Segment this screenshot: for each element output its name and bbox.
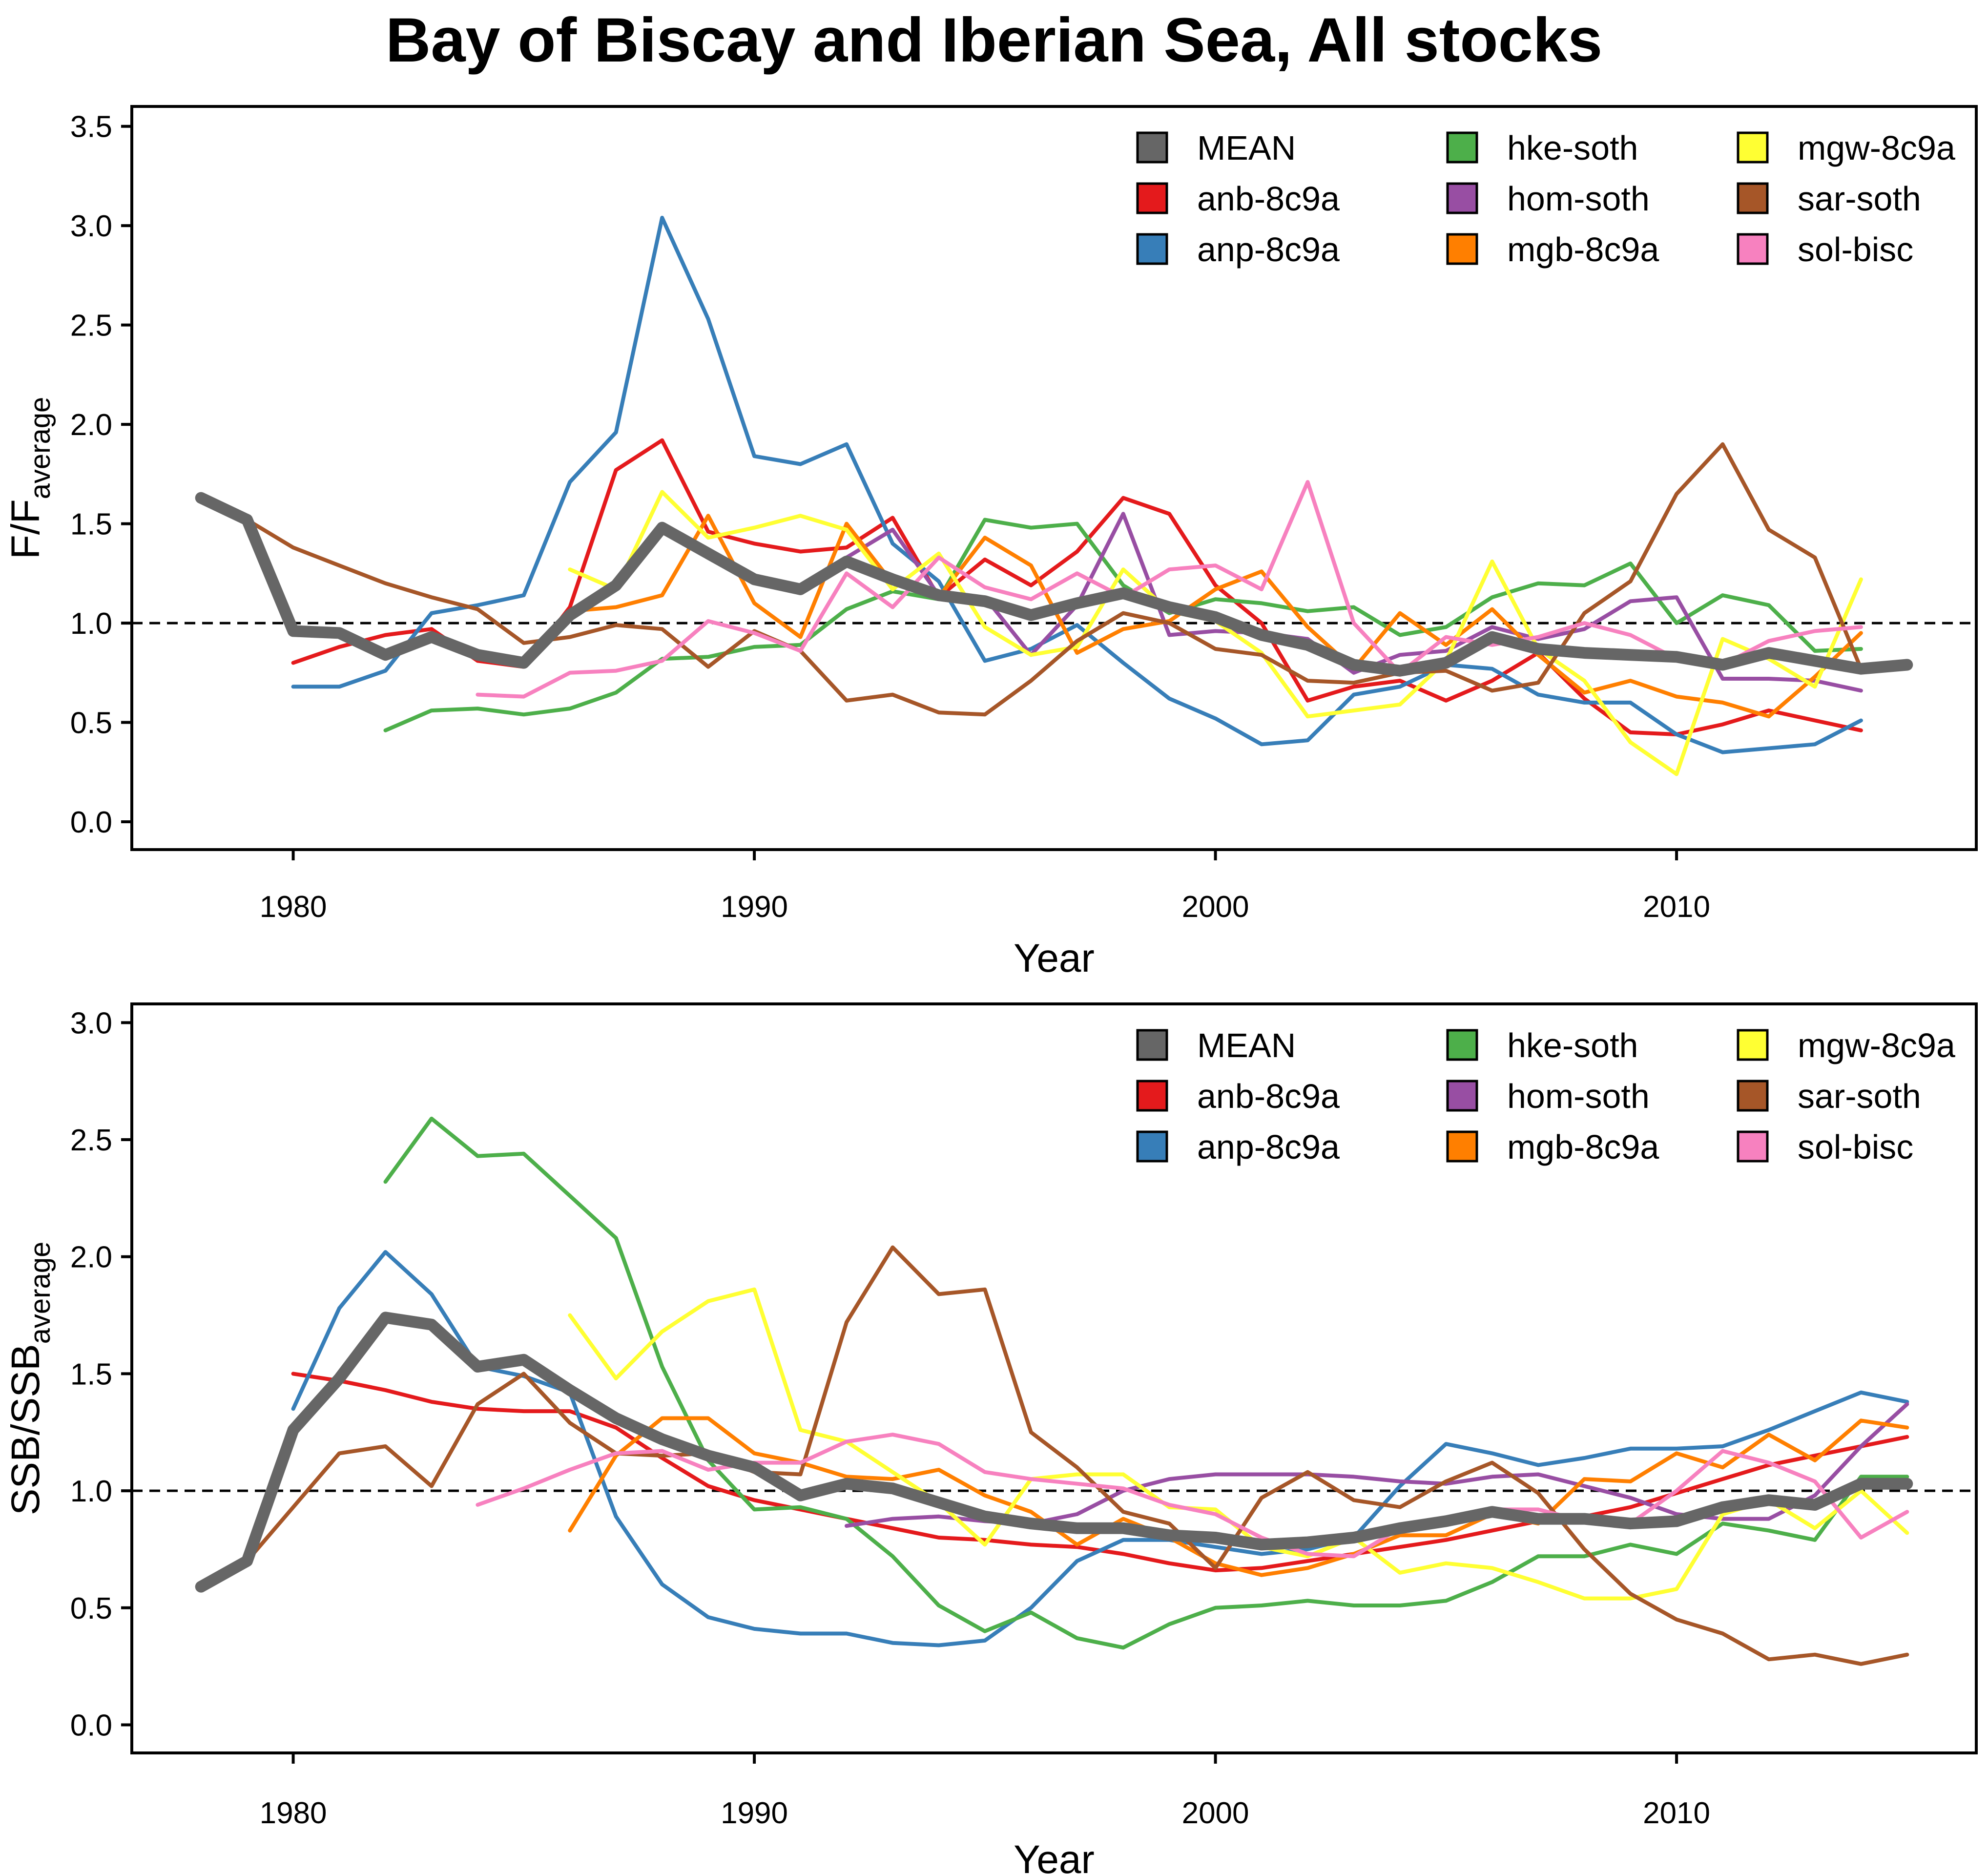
legend-label: hom-soth	[1507, 1077, 1650, 1115]
series-line-hke-soth	[383, 518, 1863, 732]
legend-swatch-hke-soth	[1446, 131, 1478, 164]
y-tick-label: 0.5	[70, 707, 112, 740]
y-tick-label: 1.0	[70, 1475, 112, 1508]
legend-label: hom-soth	[1507, 180, 1650, 218]
series-line-anp-8c9a	[291, 215, 1863, 754]
legend-label: hke-soth	[1507, 1026, 1638, 1064]
legend-swatch-hom-soth	[1446, 1080, 1478, 1112]
y-tick-label: 1.5	[70, 508, 112, 542]
legend-label: mgw-8c9a	[1798, 129, 1955, 167]
legend-swatch-sol-bisc	[1737, 233, 1769, 265]
y-axis-title: SSB/SSBaverage	[3, 1242, 56, 1516]
legend-label: sar-soth	[1798, 1077, 1921, 1115]
series-line-mean	[195, 1312, 1913, 1593]
legend-swatch-mgb-8c9a	[1446, 1130, 1478, 1163]
legend-label: anp-8c9a	[1197, 1128, 1340, 1166]
legend-swatch-mgw-8c9a	[1737, 1029, 1769, 1061]
legend-swatch-sar-soth	[1737, 1080, 1769, 1112]
series-line-mgb-8c9a	[568, 514, 1863, 719]
legend-swatch-anp-8c9a	[1136, 1130, 1168, 1163]
legend-swatch-anb-8c9a	[1136, 182, 1168, 214]
series-group	[195, 215, 1913, 776]
legend-swatch-hom-soth	[1446, 182, 1478, 214]
series-line-sar-soth	[199, 442, 1863, 717]
series-line-hom-soth	[845, 512, 1863, 693]
legend-label: sol-bisc	[1798, 1128, 1913, 1166]
y-tick-label: 2.5	[70, 309, 112, 343]
plot-frame	[130, 1002, 1978, 1754]
legend-label: MEAN	[1197, 129, 1296, 167]
legend-label: anb-8c9a	[1197, 1077, 1340, 1115]
x-tick-label: 2000	[1182, 1796, 1249, 1830]
plot-frame	[130, 105, 1978, 851]
series-line-mean	[195, 492, 1913, 677]
y-axis-title-main: SSB/SSB	[3, 1344, 48, 1515]
x-tick-label: 2010	[1643, 1796, 1710, 1830]
x-axis-title: Year	[1014, 1837, 1095, 1875]
legend-label: anp-8c9a	[1197, 230, 1340, 269]
legend: MEAN anb-8c9a anp-8c9a hke-soth hom-soth mgb-…	[1136, 129, 1955, 269]
y-tick-label: 2.5	[70, 1124, 112, 1157]
legend-swatch-mean	[1136, 1029, 1168, 1061]
legend-label: mgb-8c9a	[1507, 1128, 1659, 1166]
x-tick-label: 1990	[721, 1796, 788, 1830]
y-tick-label: 3.5	[70, 110, 112, 144]
legend-swatch-mgb-8c9a	[1446, 233, 1478, 265]
panel-2: 0.0 0.5 1.0 1.5 2.0 2.5 3.0 1980 1990 2000 2010 Yea…	[3, 1002, 1978, 1875]
series-line-anb-8c9a	[291, 1372, 1909, 1573]
y-tick-label: 0.0	[70, 806, 112, 839]
legend-swatch-anb-8c9a	[1136, 1080, 1168, 1112]
x-tick-label: 2000	[1182, 890, 1249, 924]
series-line-anp-8c9a	[291, 1250, 1909, 1647]
legend-swatch-mean	[1136, 131, 1168, 164]
chart-title: Bay of Biscay and Iberian Sea, All stock…	[385, 5, 1603, 75]
legend-swatch-sar-soth	[1737, 182, 1769, 214]
y-axis-title-sub: average	[24, 397, 56, 500]
legend-swatch-anp-8c9a	[1136, 233, 1168, 265]
y-tick-label: 2.0	[70, 408, 112, 442]
legend-label: mgb-8c9a	[1507, 230, 1659, 269]
legend-swatch-mgw-8c9a	[1737, 131, 1769, 164]
x-tick-label: 1980	[260, 1796, 327, 1830]
legend-label: sar-soth	[1798, 180, 1921, 218]
legend-label: hke-soth	[1507, 129, 1638, 167]
y-tick-label: 2.0	[70, 1241, 112, 1274]
y-axis-title-sub: average	[24, 1242, 56, 1344]
series-line-hke-soth	[383, 1116, 1909, 1650]
y-tick-label: 3.0	[70, 209, 112, 243]
legend-label: mgw-8c9a	[1798, 1026, 1955, 1064]
series-line-sol-bisc	[476, 480, 1863, 699]
y-axis-title-main: F/F	[3, 499, 48, 559]
y-tick-label: 1.0	[70, 607, 112, 641]
legend-label: sol-bisc	[1798, 230, 1913, 269]
y-tick-label: 1.5	[70, 1357, 112, 1391]
series-line-mgw-8c9a	[568, 1287, 1909, 1601]
series-line-sol-bisc	[476, 1433, 1909, 1559]
legend-swatch-sol-bisc	[1737, 1130, 1769, 1163]
legend: MEAN anb-8c9a anp-8c9a hke-soth hom-soth mgb-…	[1136, 1026, 1955, 1166]
legend-label: MEAN	[1197, 1026, 1296, 1064]
series-line-sar-soth	[199, 1245, 1909, 1666]
y-tick-label: 0.0	[70, 1708, 112, 1742]
y-tick-label: 3.0	[70, 1006, 112, 1040]
legend-label: anb-8c9a	[1197, 180, 1340, 218]
panel-1: 0.0 0.5 1.0 1.5 2.0 2.5 3.0 3.5 1980 1990 2000 2010…	[3, 105, 1978, 980]
x-axis-title: Year	[1014, 936, 1095, 980]
series-group	[195, 1116, 1913, 1666]
y-axis-title: F/Faverage	[3, 397, 56, 560]
x-tick-label: 1990	[721, 890, 788, 924]
x-tick-label: 1980	[260, 890, 327, 924]
legend-swatch-hke-soth	[1446, 1029, 1478, 1061]
x-tick-label: 2010	[1643, 890, 1710, 924]
y-tick-label: 0.5	[70, 1592, 112, 1625]
